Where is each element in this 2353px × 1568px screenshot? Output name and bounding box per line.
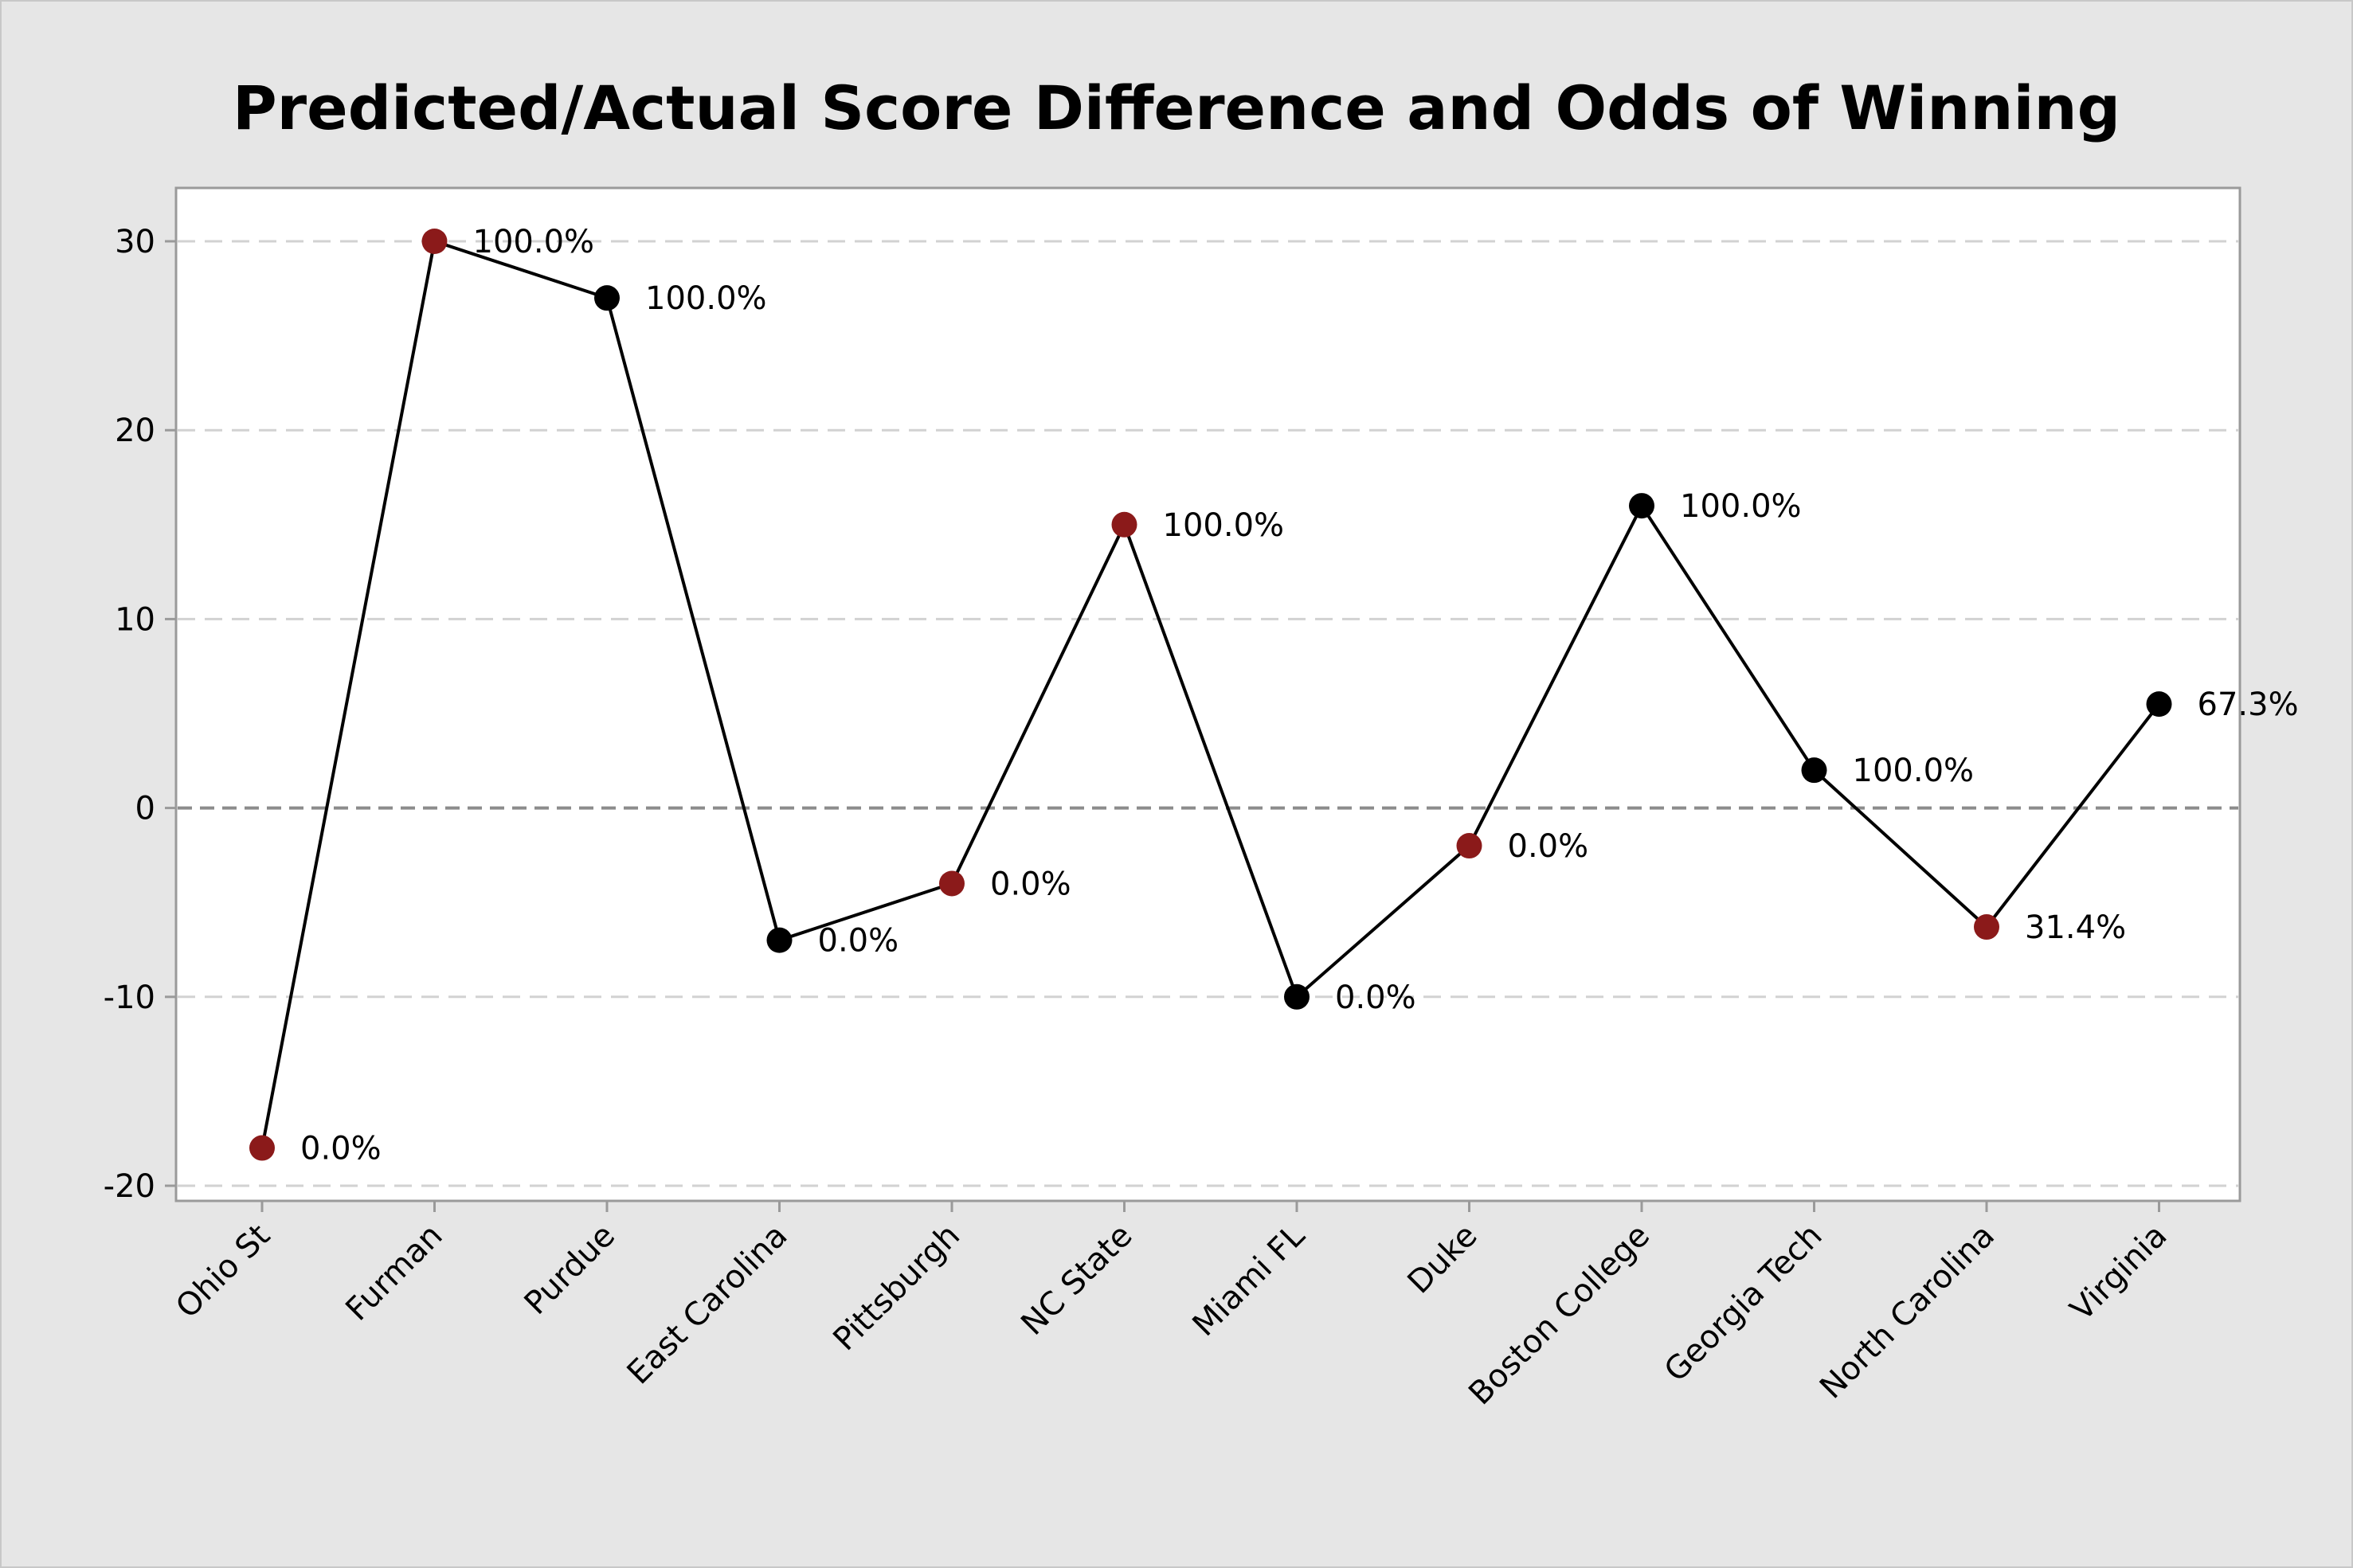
series [249, 229, 2172, 1161]
data-point [766, 927, 793, 953]
y-tick-label: -20 [104, 1168, 155, 1205]
data-label: 0.0% [300, 1131, 382, 1167]
data-point [594, 285, 620, 311]
x-tick-label: Duke [1401, 1218, 1485, 1301]
y-tick-label: 10 [115, 601, 155, 638]
x-tick-label: NC State [1014, 1218, 1139, 1343]
x-tick-label: East Carolina [621, 1218, 795, 1392]
x-tick-label: Miami FL [1186, 1217, 1313, 1343]
y-tick-label: 0 [135, 791, 155, 827]
data-label: 100.0% [1680, 488, 1802, 525]
x-tick-label: North Carolina [1813, 1218, 2002, 1406]
y-tick-label: -10 [104, 980, 155, 1016]
data-point [2146, 691, 2172, 718]
data-point [1284, 983, 1310, 1010]
data-labels: 0.0% 100.0% 100.0% 0.0% 0.0% 100.0% 0.0% 0.0% 10… [300, 224, 2299, 1167]
data-label: 100.0% [645, 280, 767, 317]
data-point [249, 1135, 275, 1161]
chart-title: Predicted/Actual Score Difference and Od… [233, 72, 2120, 143]
data-point [1801, 757, 1827, 784]
x-tick-label: Virginia [2063, 1218, 2174, 1328]
data-label: 0.0% [1335, 980, 1416, 1016]
series-line [260, 239, 2161, 1148]
data-label: 67.3% [2198, 686, 2299, 723]
plot-area [174, 186, 2241, 1202]
x-tick-label: Boston College [1462, 1218, 1657, 1413]
data-point [939, 870, 965, 897]
data-label: 100.0% [1163, 507, 1285, 544]
data-label: 31.4% [2025, 909, 2126, 946]
x-tick-label: Purdue [518, 1218, 622, 1322]
data-label: 0.0% [1508, 828, 1589, 865]
data-point [1111, 511, 1137, 538]
x-tick-label: Ohio St [169, 1218, 277, 1326]
data-label: 100.0% [473, 224, 595, 260]
y-tick-label: 20 [115, 413, 155, 449]
data-label: 0.0% [818, 923, 899, 960]
x-tick-label: Furman [339, 1218, 449, 1328]
data-point [1974, 914, 1999, 940]
data-label: 100.0% [1853, 753, 1975, 789]
data-point [1629, 493, 1654, 519]
data-label: 0.0% [990, 866, 1071, 902]
x-tick-label: Pittsburgh [826, 1218, 967, 1359]
data-point [1456, 833, 1482, 859]
y-axis: 30 20 10 0 -10 -20 [104, 224, 176, 1205]
data-point [421, 229, 448, 254]
x-tick-label: Georgia Tech [1658, 1218, 1830, 1390]
gridlines [178, 240, 2238, 1187]
y-tick-label: 30 [115, 224, 155, 260]
